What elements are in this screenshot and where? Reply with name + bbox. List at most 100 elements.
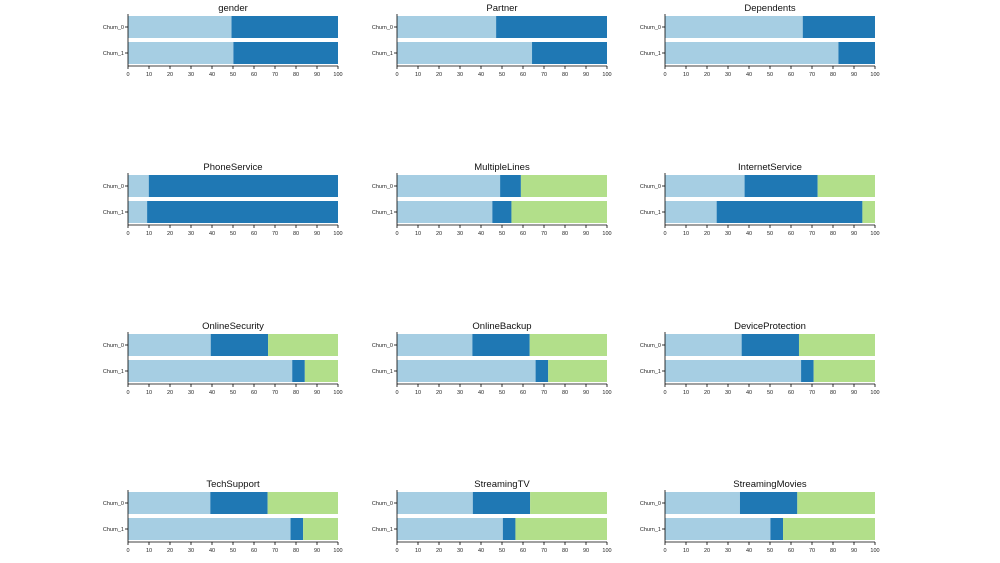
category-label: Churn_0 (103, 501, 124, 507)
x-tick-label: 10 (146, 72, 152, 78)
x-tick-label: 20 (436, 548, 442, 554)
x-tick-label: 100 (333, 548, 342, 554)
x-tick-label: 20 (436, 390, 442, 396)
bar-segment (716, 201, 863, 223)
chart-title: StreamingMovies (733, 479, 807, 490)
x-tick-label: 30 (188, 390, 194, 396)
bar-segment (210, 334, 269, 356)
x-tick-label: 60 (788, 390, 794, 396)
bar-segment (741, 334, 799, 356)
x-tick-label: 20 (167, 231, 173, 237)
x-tick-label: 60 (520, 548, 526, 554)
bar-segment (529, 334, 607, 356)
bar-segment (128, 16, 232, 38)
category-label: Churn_0 (103, 25, 124, 31)
x-tick-label: 60 (520, 231, 526, 237)
bar-segment (511, 201, 607, 223)
x-tick-label: 80 (562, 548, 568, 554)
x-tick-label: 90 (851, 548, 857, 554)
x-tick-label: 20 (167, 548, 173, 554)
bar-segment (233, 42, 338, 64)
category-label: Churn_0 (103, 184, 124, 190)
chart-title: Dependents (744, 3, 795, 14)
x-tick-label: 0 (663, 390, 666, 396)
category-label: Churn_0 (372, 25, 393, 31)
x-tick-label: 70 (272, 548, 278, 554)
x-tick-label: 30 (457, 548, 463, 554)
x-tick-label: 40 (209, 72, 215, 78)
category-label: Churn_0 (640, 25, 661, 31)
x-tick-label: 0 (663, 548, 666, 554)
x-tick-label: 90 (314, 390, 320, 396)
x-tick-label: 70 (541, 390, 547, 396)
bar-segment (665, 201, 717, 223)
x-tick-label: 10 (146, 390, 152, 396)
x-tick-label: 40 (746, 231, 752, 237)
x-tick-label: 0 (126, 390, 129, 396)
x-tick-label: 0 (395, 231, 398, 237)
category-label: Churn_1 (640, 527, 661, 533)
bar-segment (292, 360, 305, 382)
x-tick-label: 60 (251, 72, 257, 78)
x-tick-label: 10 (415, 231, 421, 237)
category-label: Churn_0 (103, 343, 124, 349)
chart-title: Partner (486, 3, 517, 14)
x-tick-label: 10 (683, 548, 689, 554)
bar-segment (665, 492, 740, 514)
bar-segment (397, 16, 497, 38)
x-tick-label: 100 (602, 231, 611, 237)
x-tick-label: 40 (478, 231, 484, 237)
bar-segment (397, 360, 536, 382)
bar-segment (397, 175, 501, 197)
bar-segment (665, 518, 771, 540)
x-tick-label: 80 (562, 390, 568, 396)
category-label: Churn_1 (640, 210, 661, 216)
bar-segment (268, 334, 338, 356)
x-tick-label: 0 (663, 231, 666, 237)
x-tick-label: 10 (683, 390, 689, 396)
x-tick-label: 40 (209, 390, 215, 396)
bar-segment (530, 492, 607, 514)
chart-title: MultipleLines (474, 162, 530, 173)
x-tick-label: 50 (230, 231, 236, 237)
chart-panel-5: InternetService Churn_0 Churn_1 0 10 20 30 40 50… (640, 162, 880, 237)
category-label: Churn_1 (640, 369, 661, 375)
x-tick-label: 60 (251, 548, 257, 554)
bar-segment (802, 16, 875, 38)
x-tick-label: 30 (188, 72, 194, 78)
x-tick-label: 100 (870, 548, 879, 554)
category-label: Churn_1 (640, 51, 661, 57)
x-tick-label: 70 (272, 72, 278, 78)
bar-segment (397, 334, 473, 356)
bar-segment (128, 201, 148, 223)
chart-panel-7: OnlineBackup Churn_0 Churn_1 0 10 20 30 40 50 60 7… (372, 321, 612, 396)
x-tick-label: 20 (436, 72, 442, 78)
x-tick-label: 40 (746, 72, 752, 78)
x-tick-label: 40 (478, 548, 484, 554)
x-tick-label: 50 (499, 72, 505, 78)
x-tick-label: 70 (272, 231, 278, 237)
chart-panel-0: gender Churn_0 Churn_1 0 10 20 30 40 50 60 70 80 90 1… (103, 3, 343, 78)
x-tick-label: 100 (602, 548, 611, 554)
bar-segment (502, 518, 516, 540)
category-label: Churn_0 (372, 184, 393, 190)
x-tick-label: 60 (251, 231, 257, 237)
x-tick-label: 100 (333, 390, 342, 396)
x-tick-label: 90 (583, 390, 589, 396)
x-tick-label: 60 (520, 72, 526, 78)
bar-segment (739, 492, 798, 514)
x-tick-label: 100 (333, 72, 342, 78)
chart-panel-4: MultipleLines Churn_0 Churn_1 0 10 20 30 40 50 60… (372, 162, 612, 237)
bar-segment (397, 201, 493, 223)
x-tick-label: 30 (457, 390, 463, 396)
bar-segment (801, 360, 814, 382)
x-tick-label: 90 (314, 548, 320, 554)
x-tick-label: 0 (395, 390, 398, 396)
bar-segment (548, 360, 607, 382)
bar-segment (862, 201, 875, 223)
x-tick-label: 50 (499, 548, 505, 554)
x-tick-label: 100 (602, 72, 611, 78)
bar-segment (770, 518, 784, 540)
x-tick-label: 50 (230, 72, 236, 78)
